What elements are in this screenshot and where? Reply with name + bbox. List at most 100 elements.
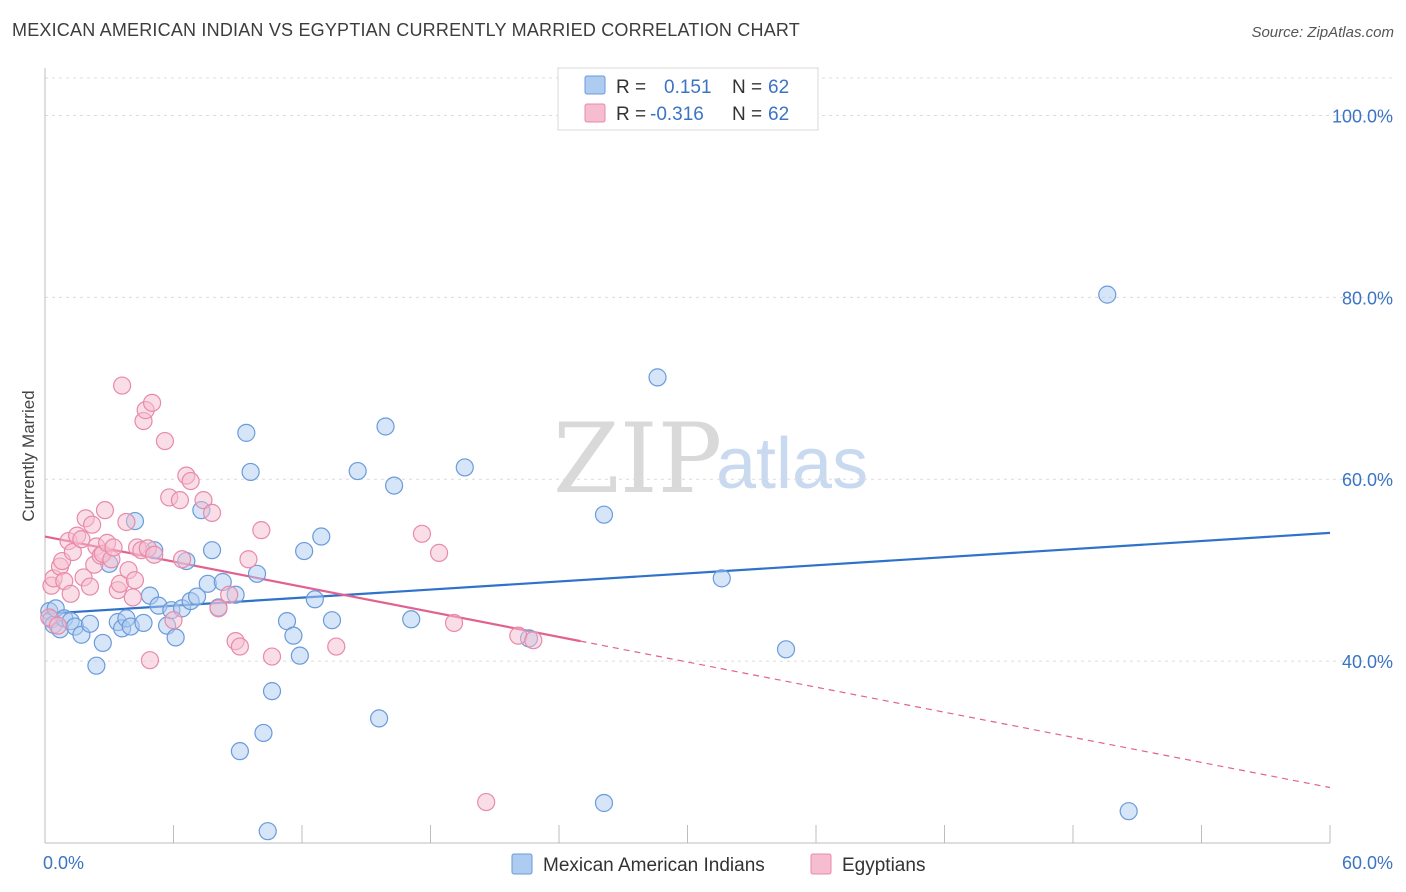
- point-egyptians-39: [155, 431, 175, 451]
- x-tick-label-1: 60.0%: [1342, 853, 1393, 873]
- point-mexican-american-indians-36: [237, 423, 256, 442]
- point-egyptians-23: [104, 538, 123, 557]
- x-tick-label-0: 0.0%: [43, 853, 84, 873]
- point-mexican-american-indians-35: [230, 742, 249, 761]
- point-mexican-american-indians-18: [134, 613, 153, 633]
- y-tick-label-2: 80.0%: [1342, 288, 1393, 308]
- point-egyptians-8: [61, 584, 80, 603]
- legend-r-label-1: R =: [616, 77, 646, 98]
- point-mexican-american-indians-41: [262, 682, 282, 701]
- point-egyptians-3: [48, 616, 67, 635]
- point-egyptians-55: [327, 637, 346, 656]
- point-egyptians-46: [194, 491, 213, 510]
- point-mexican-american-indians-51: [376, 417, 395, 436]
- point-mexican-american-indians-53: [402, 610, 421, 629]
- point-mexican-american-indians-48: [322, 611, 342, 630]
- point-egyptians-38: [145, 545, 164, 564]
- trend-line-blue: [44, 531, 1331, 615]
- legend-n-label-1: N =: [732, 77, 762, 98]
- point-egyptians-51: [230, 637, 249, 656]
- point-mexican-american-indians-30: [198, 574, 217, 593]
- point-mexican-american-indians-44: [290, 646, 309, 665]
- legend-swatch-blue: [584, 75, 606, 95]
- point-mexican-american-indians-37: [241, 462, 260, 482]
- watermark-atlas: atlas: [716, 424, 868, 504]
- point-egyptians-42: [170, 491, 190, 510]
- point-mexican-american-indians-61: [1098, 285, 1117, 304]
- point-mexican-american-indians-54: [455, 458, 474, 477]
- point-mexican-american-indians-56: [594, 505, 614, 524]
- point-egyptians-20: [95, 501, 115, 520]
- series-egyptians: [40, 376, 543, 812]
- point-mexican-american-indians-11: [93, 633, 112, 653]
- point-egyptians-36: [140, 651, 160, 670]
- axes: [44, 68, 1331, 844]
- legend-r-label-2: R =: [616, 104, 646, 125]
- series-legend-swatch-blue: [511, 853, 533, 875]
- series-mexican-american-indians: [40, 285, 1138, 841]
- point-mexican-american-indians-40: [258, 822, 277, 841]
- legend-n-value-2: 62: [768, 104, 789, 125]
- point-egyptians-27: [117, 512, 136, 532]
- point-egyptians-58: [444, 613, 464, 633]
- point-egyptians-52: [239, 550, 258, 569]
- point-egyptians-61: [524, 631, 543, 650]
- series-legend-swatch-pink: [810, 853, 832, 875]
- point-mexican-american-indians-45: [295, 541, 314, 561]
- point-mexican-american-indians-47: [312, 527, 331, 546]
- point-mexican-american-indians-60: [776, 640, 796, 659]
- point-egyptians-59: [477, 792, 496, 812]
- series-legend: Mexican American Indians Egyptians: [511, 853, 925, 876]
- point-mexican-american-indians-62: [1119, 802, 1138, 821]
- point-mexican-american-indians-49: [348, 461, 367, 481]
- point-mexican-american-indians-24: [166, 628, 185, 647]
- stats-legend: R = 0.151 N = 62 R = -0.316 N = 62: [557, 67, 819, 131]
- point-mexican-american-indians-31: [202, 541, 222, 560]
- point-egyptians-37: [142, 393, 162, 412]
- point-egyptians-54: [262, 647, 282, 666]
- point-mexican-american-indians-28: [187, 587, 207, 606]
- point-mexican-american-indians-10: [87, 656, 106, 675]
- legend-n-value-1: 62: [768, 77, 789, 98]
- point-egyptians-49: [220, 585, 239, 604]
- y-tick-labels: 40.0% 60.0% 80.0% 100.0%: [1332, 106, 1393, 672]
- point-mexican-american-indians-50: [370, 709, 389, 728]
- point-egyptians-45: [181, 471, 200, 491]
- point-mexican-american-indians-38: [247, 564, 267, 583]
- point-egyptians-11: [72, 530, 91, 549]
- chart-title: MEXICAN AMERICAN INDIAN VS EGYPTIAN CURR…: [12, 20, 800, 40]
- point-egyptians-56: [412, 524, 432, 543]
- point-egyptians-14: [80, 577, 100, 596]
- series-legend-label-pink: Egyptians: [842, 855, 925, 876]
- y-tick-label-0: 40.0%: [1342, 652, 1393, 672]
- y-tick-label-3: 100.0%: [1332, 106, 1393, 126]
- point-mexican-american-indians-52: [384, 476, 404, 495]
- source-label: Source: ZipAtlas.com: [1251, 24, 1394, 41]
- series-legend-label-blue: Mexican American Indians: [543, 855, 765, 876]
- point-mexican-american-indians-9: [80, 614, 100, 633]
- y-axis-label: Currently Married: [19, 390, 38, 521]
- point-egyptians-41: [164, 611, 183, 630]
- y-tick-label-1: 60.0%: [1342, 470, 1393, 490]
- legend-n-label-2: N =: [732, 104, 762, 125]
- point-mexican-american-indians-39: [254, 723, 273, 743]
- point-mexican-american-indians-43: [284, 626, 303, 645]
- legend-r-value-1: 0.151: [664, 77, 712, 98]
- point-mexican-american-indians-46: [305, 590, 324, 609]
- legend-r-value-2: -0.316: [650, 104, 704, 125]
- legend-swatch-pink: [584, 103, 606, 123]
- point-mexican-american-indians-58: [648, 368, 667, 387]
- point-egyptians-30: [125, 571, 145, 590]
- point-egyptians-43: [172, 550, 192, 569]
- point-egyptians-60: [509, 626, 528, 645]
- point-egyptians-29: [123, 588, 142, 607]
- point-egyptians-26: [112, 376, 132, 395]
- watermark-zip: ZIP: [553, 403, 722, 515]
- point-egyptians-15: [83, 515, 102, 534]
- point-mexican-american-indians-57: [594, 793, 614, 813]
- point-egyptians-53: [252, 521, 271, 540]
- x-tick-labels: 0.0% 60.0%: [43, 853, 1393, 873]
- point-egyptians-48: [209, 599, 228, 618]
- point-egyptians-47: [202, 503, 222, 522]
